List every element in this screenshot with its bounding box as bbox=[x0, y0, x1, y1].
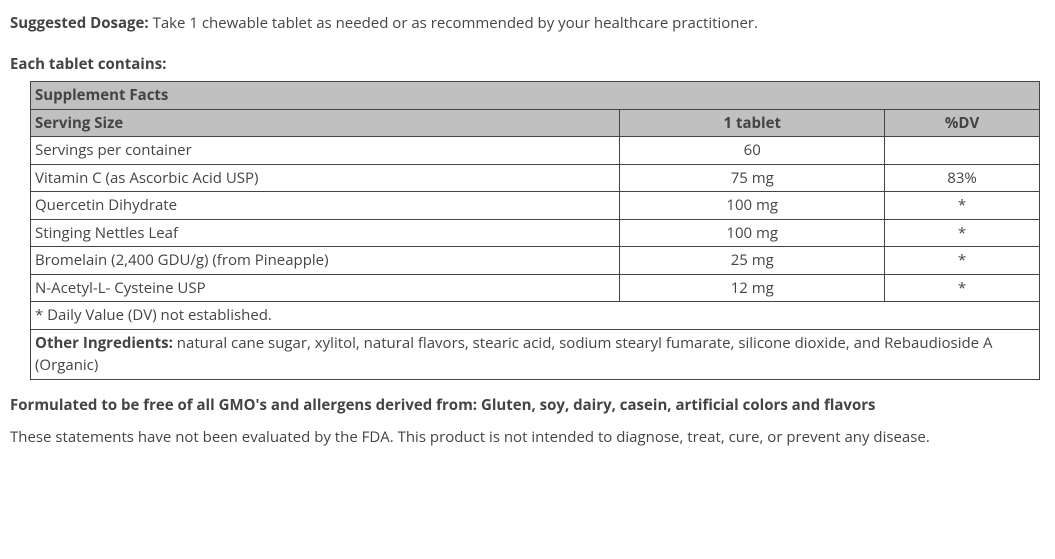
ingredient-dv bbox=[885, 137, 1040, 165]
ingredient-amount: 75 mg bbox=[620, 164, 885, 192]
ingredient-amount: 100 mg bbox=[620, 219, 885, 247]
each-tablet-contains-heading: Each tablet contains: bbox=[10, 53, 1045, 76]
serving-size-header: Serving Size bbox=[31, 109, 620, 137]
suggested-dosage-paragraph: Suggested Dosage: Take 1 chewable tablet… bbox=[10, 12, 1045, 35]
table-row: N-Acetyl-L- Cysteine USP 12 mg * bbox=[31, 274, 1040, 302]
free-from-statement: Formulated to be free of all GMO's and a… bbox=[10, 394, 1045, 417]
ingredient-name: Quercetin Dihydrate bbox=[31, 192, 620, 220]
table-row: Vitamin C (as Ascorbic Acid USP) 75 mg 8… bbox=[31, 164, 1040, 192]
ingredient-dv: * bbox=[885, 219, 1040, 247]
fda-disclaimer: These statements have not been evaluated… bbox=[10, 426, 1045, 449]
other-ingredients-text: natural cane sugar, xylitol, natural fla… bbox=[35, 333, 992, 376]
other-ingredients-cell: Other Ingredients: natural cane sugar, x… bbox=[31, 329, 1040, 379]
other-ingredients-row: Other Ingredients: natural cane sugar, x… bbox=[31, 329, 1040, 379]
ingredient-amount: 25 mg bbox=[620, 247, 885, 275]
table-row: Bromelain (2,400 GDU/g) (from Pineapple)… bbox=[31, 247, 1040, 275]
serving-amount-header: 1 tablet bbox=[620, 109, 885, 137]
ingredient-dv: * bbox=[885, 247, 1040, 275]
dv-header: %DV bbox=[885, 109, 1040, 137]
ingredient-name: Servings per container bbox=[31, 137, 620, 165]
ingredient-name: N-Acetyl-L- Cysteine USP bbox=[31, 274, 620, 302]
table-row: Stinging Nettles Leaf 100 mg * bbox=[31, 219, 1040, 247]
ingredient-dv: * bbox=[885, 192, 1040, 220]
table-title-row: Supplement Facts bbox=[31, 82, 1040, 110]
dv-footnote: * Daily Value (DV) not established. bbox=[31, 302, 1040, 330]
ingredient-amount: 100 mg bbox=[620, 192, 885, 220]
supplement-facts-title: Supplement Facts bbox=[31, 82, 1040, 110]
table-header-row: Serving Size 1 tablet %DV bbox=[31, 109, 1040, 137]
ingredient-dv: * bbox=[885, 274, 1040, 302]
supplement-facts-table: Supplement Facts Serving Size 1 tablet %… bbox=[30, 81, 1040, 380]
other-ingredients-label: Other Ingredients: bbox=[35, 333, 173, 353]
ingredient-amount: 60 bbox=[620, 137, 885, 165]
ingredient-dv: 83% bbox=[885, 164, 1040, 192]
ingredient-name: Bromelain (2,400 GDU/g) (from Pineapple) bbox=[31, 247, 620, 275]
ingredient-amount: 12 mg bbox=[620, 274, 885, 302]
suggested-dosage-text: Take 1 chewable tablet as needed or as r… bbox=[149, 13, 758, 33]
table-row: Servings per container 60 bbox=[31, 137, 1040, 165]
ingredient-name: Vitamin C (as Ascorbic Acid USP) bbox=[31, 164, 620, 192]
suggested-dosage-label: Suggested Dosage: bbox=[10, 13, 149, 33]
table-row: Quercetin Dihydrate 100 mg * bbox=[31, 192, 1040, 220]
dv-footnote-row: * Daily Value (DV) not established. bbox=[31, 302, 1040, 330]
ingredient-name: Stinging Nettles Leaf bbox=[31, 219, 620, 247]
